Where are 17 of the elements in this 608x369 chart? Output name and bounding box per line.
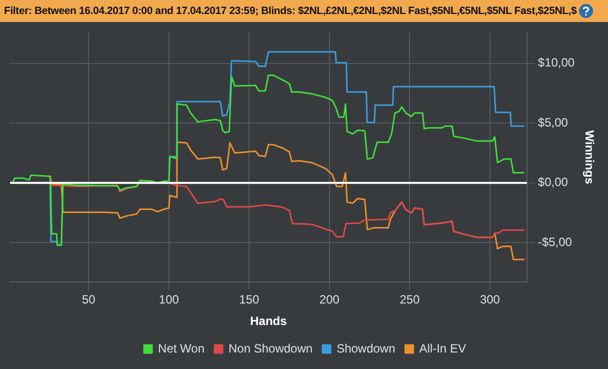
legend-label: Non Showdown xyxy=(228,341,313,356)
x-tick-label: 300 xyxy=(480,292,500,307)
y-tick-label: -$5,00 xyxy=(538,235,572,250)
legend-label: Showdown xyxy=(336,341,396,356)
legend-label: All-In EV xyxy=(419,341,466,356)
y-tick-label: $5,00 xyxy=(538,115,568,130)
y-axis-title: Winnings xyxy=(582,130,596,184)
x-tick-label: 150 xyxy=(239,292,260,307)
chart-title: Filter: Between 16.04.2017 0:00 and 17.04.2017 23:59; Blinds: $2NL,£2NL,€2NL,$2NL Fast,$5NL,€5NL,$5NL Fast,$25NL,$ xyxy=(4,5,577,17)
legend-label: Net Won xyxy=(158,341,205,356)
x-tick-label: 50 xyxy=(82,292,96,307)
y-tick-label: $0,00 xyxy=(538,175,568,190)
x-tick-label: 250 xyxy=(400,292,420,307)
y-tick-label: $10,00 xyxy=(538,56,575,70)
x-axis-title: Hands xyxy=(250,314,288,328)
x-tick-label: 100 xyxy=(158,292,180,307)
x-tick-label: 200 xyxy=(319,292,340,307)
